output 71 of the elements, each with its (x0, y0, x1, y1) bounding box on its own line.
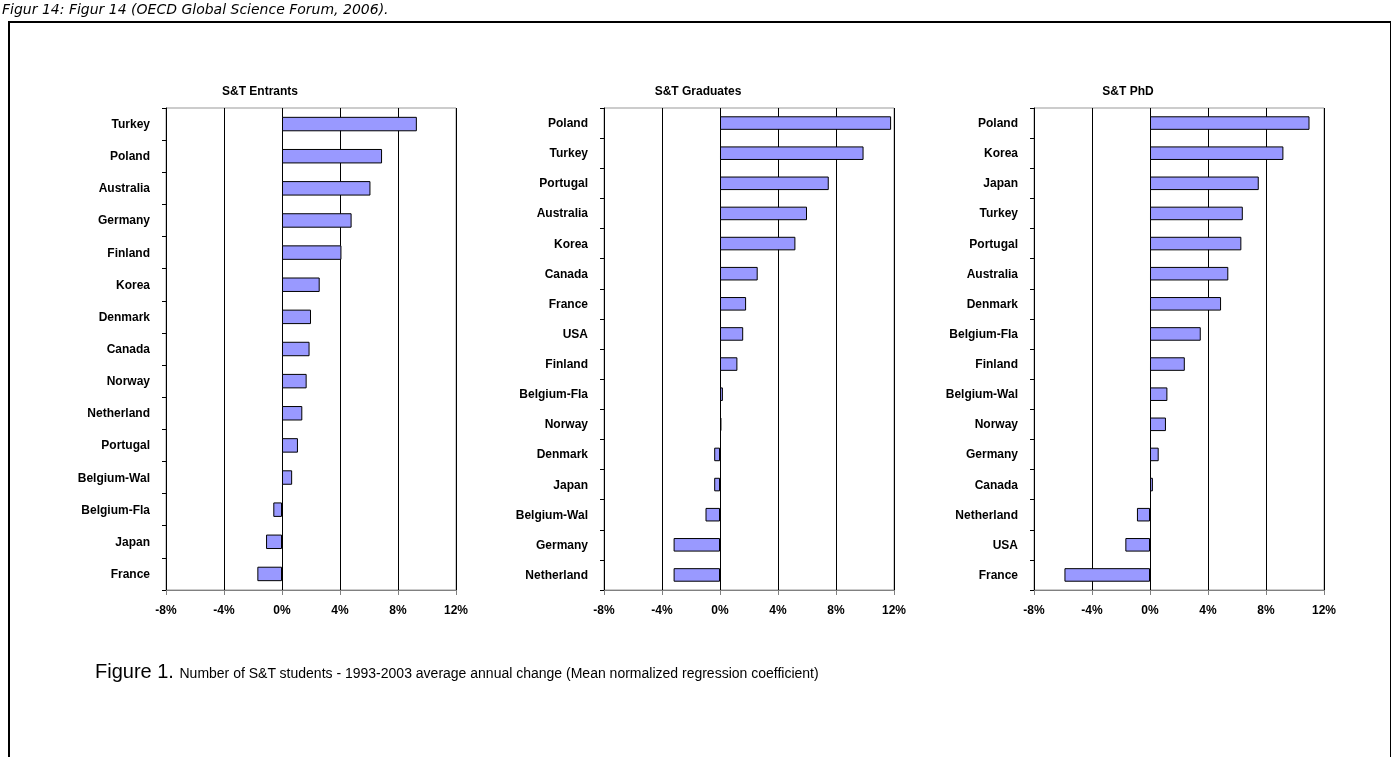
text: Number of S&T students - 1993-2003 average annual change (Mean normalized regression coefficient) (179, 665, 819, 681)
y-tick-label: Japan (115, 534, 150, 549)
y-tick-label: Germany (535, 537, 589, 552)
y-tick-label: Denmark (966, 296, 1019, 311)
y-tick-label: Canada (106, 342, 151, 356)
y-tick-label: Belgium-Wal (77, 470, 150, 485)
y-tick-label: Korea (983, 146, 1019, 161)
x-tick-label: -4% (1081, 603, 1103, 617)
y-tick-label: Portugal (969, 236, 1018, 251)
x-tick-label: 4% (1199, 603, 1217, 617)
y-tick-label: Canada (974, 477, 1019, 492)
caption: Figure 1. (95, 660, 175, 682)
chart-title: S&T Graduates (654, 84, 742, 98)
chart-title: S&T PhD (1102, 84, 1154, 98)
y-tick-label: Netherland (87, 406, 150, 421)
y-tick-label: Denmark (98, 309, 151, 324)
y-tick-label: Portugal (101, 438, 150, 453)
y-tick-label: Turkey (111, 117, 151, 132)
y-tick-label: Belgium-Wal (945, 387, 1018, 402)
y-tick-label: Netherland (955, 507, 1018, 522)
x-tick-label: 0% (273, 603, 291, 617)
y-tick-label: Belgium-Fla (949, 326, 1019, 341)
y-tick-label: Belgium-Wal (515, 507, 588, 522)
x-tick-label: 12% (443, 603, 469, 617)
x-tick-label: 4% (769, 603, 787, 617)
y-tick-label: Norway (106, 374, 151, 389)
x-tick-label: 0% (711, 603, 729, 617)
y-tick-label: Canada (544, 266, 589, 281)
y-tick-label: Netherland (525, 567, 588, 582)
y-tick-label: Poland (109, 149, 150, 164)
y-tick-label: Portugal (539, 176, 588, 191)
y-tick-label: Australia (536, 206, 589, 221)
y-tick-label: Denmark (536, 447, 589, 462)
x-tick-label: 4% (331, 603, 349, 617)
y-tick-label: Korea (553, 236, 589, 251)
x-tick-label: -8% (155, 603, 177, 617)
x-tick-label: 12% (881, 603, 907, 617)
x-tick-label: 8% (827, 603, 845, 617)
y-tick-label: Norway (544, 417, 589, 432)
y-tick-label: USA (562, 326, 589, 341)
y-tick-label: Poland (547, 116, 588, 131)
y-tick-label: France (978, 567, 1019, 582)
y-tick-label: Finland (107, 245, 150, 260)
x-tick-label: -4% (213, 603, 235, 617)
y-tick-label: Germany (97, 213, 151, 228)
chart-title: S&T Entrants (221, 84, 299, 98)
y-tick-label: Poland (977, 116, 1018, 131)
text: Figur 14: Figur 14 (OECD Global Science Forum, 2006). (2, 1, 389, 17)
y-tick-label: Germany (965, 447, 1019, 462)
x-tick-label: 0% (1141, 603, 1159, 617)
y-tick-label: Finland (545, 357, 588, 372)
x-tick-label: 12% (1311, 603, 1337, 617)
y-tick-label: Norway (974, 417, 1019, 432)
y-tick-label: USA (992, 537, 1019, 552)
x-tick-label: -8% (593, 603, 615, 617)
y-tick-label: Japan (553, 477, 588, 492)
y-tick-label: Finland (975, 357, 1018, 372)
x-tick-label: -4% (651, 603, 673, 617)
y-tick-label: France (548, 296, 589, 311)
x-tick-label: 8% (389, 603, 407, 617)
x-tick-label: -8% (1023, 603, 1045, 617)
y-tick-label: Australia (966, 266, 1019, 281)
y-tick-label: Belgium-Fla (519, 387, 589, 402)
y-tick-label: Turkey (549, 146, 589, 161)
y-tick-label: Japan (983, 176, 1018, 191)
y-tick-label: France (110, 566, 151, 581)
x-tick-label: 8% (1257, 603, 1275, 617)
y-tick-label: Turkey (979, 206, 1019, 221)
y-tick-label: Australia (98, 181, 151, 196)
y-tick-label: Korea (115, 277, 151, 292)
y-tick-label: Belgium-Fla (81, 502, 151, 517)
